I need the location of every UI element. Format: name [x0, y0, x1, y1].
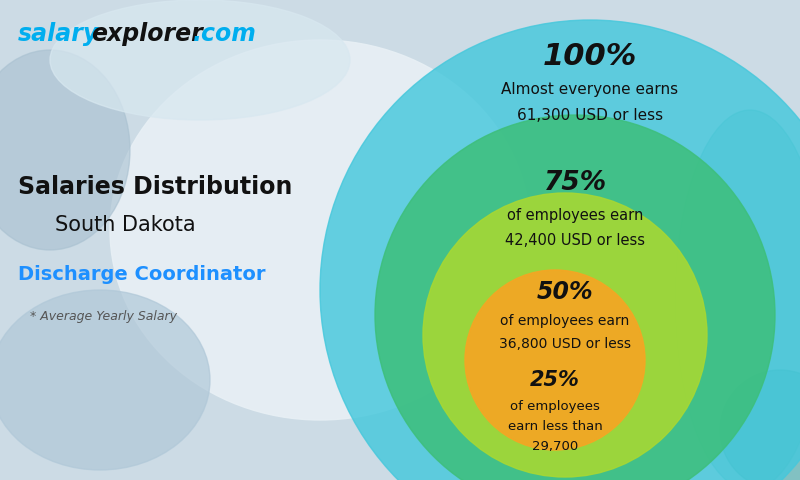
Text: Salaries Distribution: Salaries Distribution	[18, 175, 292, 199]
Text: of employees: of employees	[510, 400, 600, 413]
Text: 36,800 USD or less: 36,800 USD or less	[499, 337, 631, 351]
Text: .com: .com	[193, 22, 257, 46]
Text: * Average Yearly Salary: * Average Yearly Salary	[30, 310, 177, 323]
Text: Almost everyone earns: Almost everyone earns	[502, 82, 678, 97]
Text: of employees earn: of employees earn	[500, 314, 630, 328]
Text: 50%: 50%	[537, 280, 594, 304]
Ellipse shape	[675, 110, 800, 480]
Text: 75%: 75%	[543, 170, 606, 196]
Circle shape	[423, 193, 707, 477]
Text: 61,300 USD or less: 61,300 USD or less	[517, 108, 663, 123]
Text: Discharge Coordinator: Discharge Coordinator	[18, 265, 266, 284]
Circle shape	[465, 270, 645, 450]
Text: 42,400 USD or less: 42,400 USD or less	[505, 233, 645, 248]
Ellipse shape	[110, 40, 530, 420]
Text: of employees earn: of employees earn	[507, 208, 643, 223]
Ellipse shape	[720, 370, 800, 480]
Text: explorer: explorer	[91, 22, 202, 46]
Text: salary: salary	[18, 22, 99, 46]
Text: South Dakota: South Dakota	[55, 215, 196, 235]
Ellipse shape	[50, 0, 350, 120]
Text: 29,700: 29,700	[532, 440, 578, 453]
Ellipse shape	[0, 290, 210, 470]
Text: 100%: 100%	[543, 42, 637, 71]
Text: earn less than: earn less than	[508, 420, 602, 433]
Circle shape	[320, 20, 800, 480]
Text: 25%: 25%	[530, 370, 580, 390]
Ellipse shape	[0, 50, 130, 250]
Circle shape	[375, 115, 775, 480]
